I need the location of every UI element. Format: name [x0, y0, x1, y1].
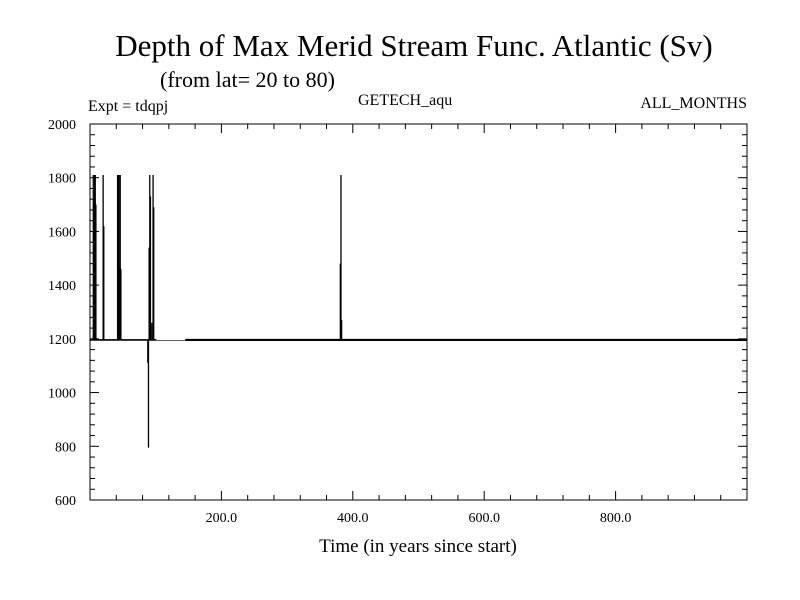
y-tick-label: 600 [55, 494, 76, 509]
y-tick-label: 2000 [48, 118, 76, 133]
x-tick-label: 800.0 [600, 511, 632, 526]
y-tick-label: 1000 [48, 387, 76, 402]
axis-ticks [90, 123, 747, 501]
plot-frame [89, 123, 748, 501]
y-tick-label: 1200 [48, 333, 76, 348]
experiment-label: Expt = tdqpj [88, 98, 168, 115]
y-tick-labels: 600 800 1000 1200 1400 1600 1800 2000 [48, 118, 76, 509]
x-tick-labels: 200.0 400.0 600.0 800.0 [206, 511, 632, 526]
dataset-label: GETECH_aqu [358, 92, 452, 109]
months-label: ALL_MONTHS [640, 95, 747, 112]
data-series [90, 175, 747, 448]
x-tick-label: 200.0 [206, 511, 238, 526]
chart-subtitle: (from lat= 20 to 80) [160, 67, 335, 92]
y-tick-label: 800 [55, 440, 76, 455]
x-axis-label: Time (in years since start) [319, 536, 517, 557]
x-tick-label: 600.0 [468, 511, 500, 526]
y-tick-label: 1400 [48, 279, 76, 294]
y-tick-label: 1800 [48, 172, 76, 187]
plot-area: 600 800 1000 1200 1400 1600 1800 2000 200.0 400.… [48, 118, 748, 526]
chart-title: Depth of Max Merid Stream Func. Atlantic… [115, 28, 713, 63]
y-tick-label: 1600 [48, 225, 76, 240]
x-tick-label: 400.0 [337, 511, 369, 526]
